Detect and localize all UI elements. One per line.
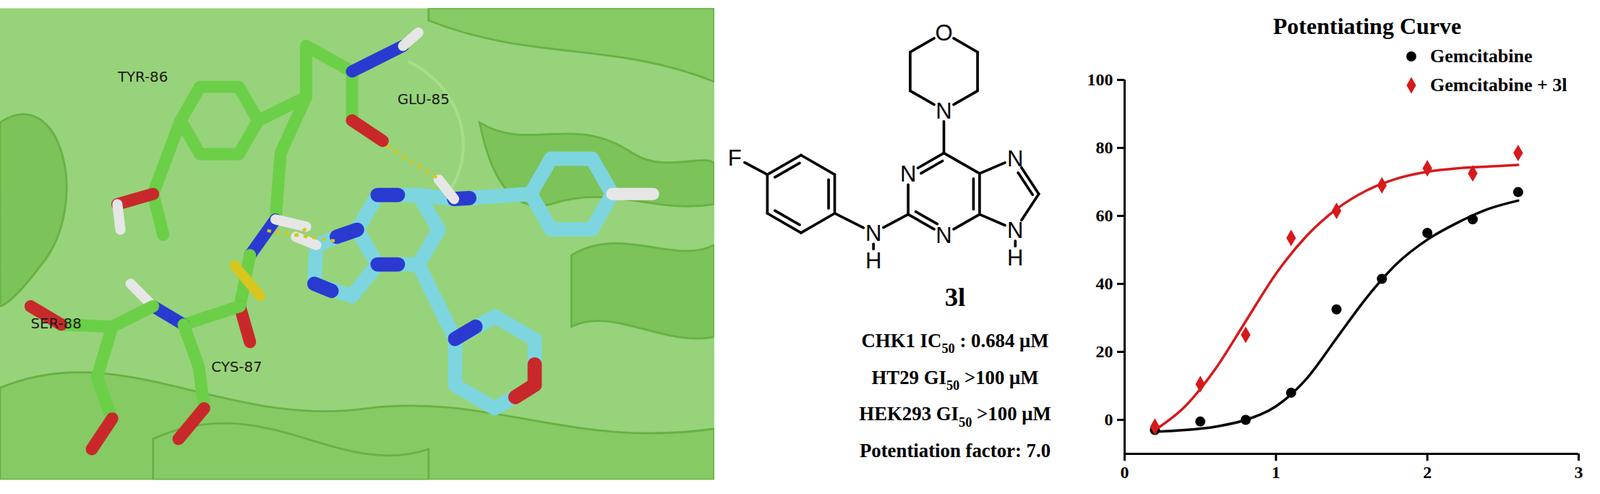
svg-text:100: 100 bbox=[1087, 70, 1114, 89]
svg-text:40: 40 bbox=[1096, 274, 1114, 293]
svg-text:0: 0 bbox=[1104, 409, 1114, 429]
svg-text:Potentiation factor: 7.0: Potentiation factor: 7.0 bbox=[859, 439, 1051, 462]
html-text:Gemcitabine + 3l: Gemcitabine + 3l bbox=[1430, 74, 1568, 96]
svg-text:N: N bbox=[900, 161, 917, 187]
svg-text:H: H bbox=[865, 247, 882, 274]
svg-text:3: 3 bbox=[1574, 462, 1584, 482]
svg-text:SER-88: SER-88 bbox=[31, 315, 82, 332]
svg-text:60: 60 bbox=[1096, 206, 1114, 225]
svg-text:HT29 GI50 >100 μM: HT29 GI50 >100 μM bbox=[871, 366, 1039, 393]
svg-text:CYS-87: CYS-87 bbox=[211, 358, 262, 376]
svg-text:N: N bbox=[1007, 217, 1024, 243]
svg-text:F: F bbox=[728, 145, 742, 171]
svg-text:N: N bbox=[935, 98, 952, 124]
html-text:Gemcitabine: Gemcitabine bbox=[1430, 45, 1533, 67]
svg-text:CHK1 IC50 : 0.684 μM: CHK1 IC50 : 0.684 μM bbox=[861, 329, 1049, 356]
svg-text:O: O bbox=[934, 20, 953, 46]
svg-text:1: 1 bbox=[1271, 462, 1281, 482]
svg-text:80: 80 bbox=[1096, 138, 1114, 157]
svg-text:TYR-86: TYR-86 bbox=[117, 68, 168, 86]
svg-text:N: N bbox=[1007, 146, 1024, 172]
svg-text:GLU-85: GLU-85 bbox=[397, 91, 450, 108]
svg-text:3l: 3l bbox=[944, 281, 966, 312]
svg-text:20: 20 bbox=[1096, 341, 1114, 361]
svg-text:N: N bbox=[935, 222, 952, 248]
svg-text:2: 2 bbox=[1422, 462, 1432, 482]
svg-text:0: 0 bbox=[1120, 462, 1130, 482]
svg-text:HEK293 GI50 >100 μM: HEK293 GI50 >100 μM bbox=[858, 402, 1051, 429]
svg-text:H: H bbox=[1007, 245, 1024, 271]
html-text:Potentiating Curve: Potentiating Curve bbox=[1273, 13, 1462, 40]
svg-text:N: N bbox=[865, 220, 882, 246]
